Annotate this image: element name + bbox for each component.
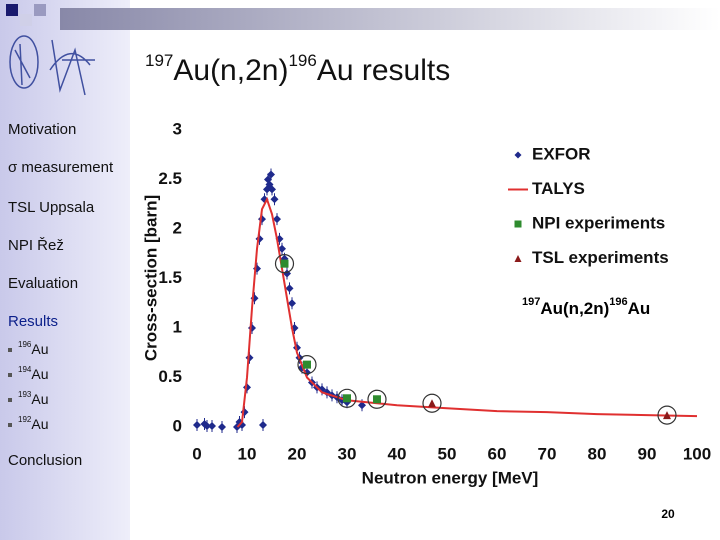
x-tick-label: 90 [638,444,657,463]
highlight-ring [657,405,677,425]
y-tick-label: 2 [173,218,182,237]
highlight-ring [422,393,442,413]
legend-label: EXFOR [532,144,591,163]
corner-square [20,14,32,26]
legend-swatch [514,220,522,228]
title-mass: 196 [288,51,316,70]
data-point [280,259,289,268]
sidebar-menu: Motivation σ measurement TSL Uppsala NPI Ře… [8,121,114,469]
y-tick-label: 1.5 [158,268,182,287]
legend-swatch [514,255,522,262]
x-tick-label: 30 [338,444,357,463]
data-point [203,422,211,431]
corner-square [34,4,46,16]
annotation-element: Au [628,299,651,318]
data-point [428,399,436,408]
bullet [8,373,12,377]
data-point [193,421,201,430]
x-tick-label: 80 [588,444,607,463]
menu-item: Motivation [8,121,76,138]
annotation-mass: 196 [609,296,627,308]
menu-item: Evaluation [8,275,78,292]
logos [9,35,95,96]
menu-item: TSL Uppsala [8,199,95,216]
slide-title: 197Au(n,2n)196Au results [145,51,450,86]
x-tick-label: 70 [538,444,557,463]
x-axis-label: Neutron energy [MeV] [362,468,539,487]
title-mass: 197 [145,51,173,70]
title-reaction: Au(n,2n) [173,54,288,87]
y-tick-label: 2.5 [158,169,182,188]
bullet [8,348,12,352]
menu-item: σ measurement [8,159,114,176]
x-tick-label: 20 [288,444,307,463]
menu-subitem: 196Au [18,340,48,357]
highlight-ring [274,254,295,274]
menu-item: NPI Řež [8,237,64,254]
highlight-ring [367,389,387,409]
subitem-mass: 193 [18,390,32,399]
y-tick-label: 3 [173,119,182,138]
y-axis-label: Cross-section [barn] [141,195,160,361]
title-rest: Au results [317,54,450,87]
x-tick-label: 60 [488,444,507,463]
subitem-element: Au [31,416,48,432]
annotation: 197Au(n,2n)196Au [522,296,650,319]
sidebar [0,0,130,540]
x-tick-label: 50 [438,444,457,463]
highlight-ring [337,388,357,408]
legend-swatch [514,151,522,159]
data-point [267,170,275,179]
data-point [208,422,216,431]
page-number: 20 [661,507,675,521]
legend-box [490,140,690,280]
menu-subitem: 192Au [18,415,48,432]
corner-square [6,4,18,16]
data-point [285,284,294,293]
menu-item: Results [8,313,58,330]
data-point [663,411,671,420]
x-tick-label: 0 [192,444,201,463]
data-point [259,421,267,430]
legend-label: TALYS [532,179,585,198]
line-series [236,196,698,428]
subitem-element: Au [31,366,48,382]
data-point [343,394,351,403]
y-tick-label: 0.5 [158,367,182,386]
y-tick-label: 0 [173,416,182,435]
legend-label: TSL experiments [532,248,669,267]
menu-item: Conclusion [8,452,82,469]
menu-subitem: 194Au [18,365,48,382]
x-tick-label: 100 [683,444,711,463]
x-tick-label: 10 [238,444,257,463]
data-point [273,215,281,224]
annotation-reaction: Au(n,2n) [540,299,609,318]
data-point [268,185,276,194]
bullet [8,398,12,402]
annotation-mass: 197 [522,296,540,308]
x-tick-label: 40 [388,444,407,463]
subitem-element: Au [31,391,48,407]
highlight-ring [297,355,317,375]
data-point [270,195,279,204]
subitem-mass: 196 [18,340,32,349]
subitem-element: Au [31,341,48,357]
subitem-mass: 194 [18,365,32,374]
bullet [8,423,12,427]
data-point [288,299,296,308]
y-tick-label: 1 [173,317,182,336]
menu-subitem: 193Au [18,390,48,407]
legend-label: NPI experiments [532,213,665,232]
top-bar [60,8,720,30]
data-point [373,395,381,404]
subitem-mass: 192 [18,415,32,424]
data-point [303,360,311,369]
data-point [358,401,366,410]
data-point [218,423,226,431]
